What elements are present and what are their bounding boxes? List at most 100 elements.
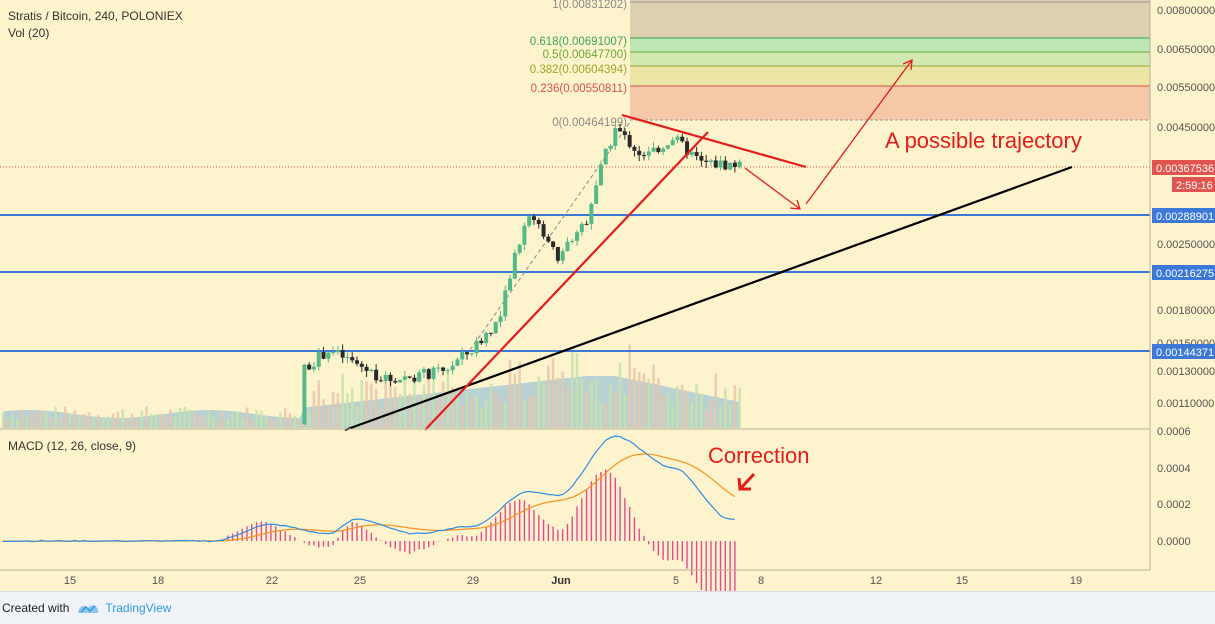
volume-bar bbox=[580, 379, 584, 428]
trend-drawings[interactable]: A possible trajectory bbox=[344, 58, 1082, 432]
candle-body bbox=[560, 251, 565, 261]
candle-body bbox=[665, 145, 670, 149]
candle-body bbox=[536, 219, 541, 225]
volume-bar bbox=[97, 415, 100, 428]
price-axis[interactable]: 0.00800000 0.00650000 0.00550000 0.00450… bbox=[1152, 5, 1215, 548]
volume-bar bbox=[676, 385, 679, 428]
volume-bar bbox=[216, 419, 220, 428]
volume-bar bbox=[126, 418, 129, 428]
volume-bar bbox=[671, 406, 674, 428]
time-tick: 15 bbox=[956, 575, 968, 587]
volume-bar bbox=[20, 411, 24, 428]
volume-bar bbox=[738, 387, 741, 428]
correction-arrow bbox=[737, 472, 756, 491]
volume-bar bbox=[169, 409, 172, 428]
candle-body bbox=[723, 160, 728, 170]
candle-body bbox=[493, 321, 498, 334]
volume-bar bbox=[642, 373, 646, 428]
time-tick: 19 bbox=[1070, 575, 1082, 587]
candle-body bbox=[718, 160, 723, 168]
time-tick: Jun bbox=[551, 575, 571, 587]
volume-bar bbox=[121, 409, 124, 428]
volume-bar bbox=[614, 391, 617, 428]
level-badge-1 bbox=[1152, 208, 1215, 223]
volume-bar bbox=[341, 373, 344, 428]
volume-bar bbox=[647, 378, 651, 428]
candle-body bbox=[374, 369, 379, 381]
volume-bar bbox=[83, 413, 86, 428]
price-tick: 0.00450000 bbox=[1157, 122, 1215, 134]
candle-body bbox=[465, 352, 470, 355]
candle-body bbox=[522, 225, 527, 245]
volume-bar bbox=[355, 406, 359, 428]
volume-bar bbox=[193, 412, 196, 428]
time-tick: 25 bbox=[354, 575, 366, 587]
volume-bar bbox=[164, 416, 167, 428]
volume-bar bbox=[207, 410, 211, 428]
candle-body bbox=[421, 369, 426, 373]
volume-bar bbox=[704, 409, 708, 428]
countdown-badge bbox=[1172, 177, 1215, 192]
time-tick: 5 bbox=[673, 575, 679, 587]
fib-band-0618 bbox=[630, 38, 1150, 52]
candle-body bbox=[417, 372, 422, 382]
volume-bar bbox=[173, 416, 177, 428]
volume-bar bbox=[609, 383, 612, 428]
candle-body bbox=[508, 278, 513, 291]
volume-bar bbox=[551, 358, 555, 428]
fib-label-05: 0.5(0.00647700) bbox=[543, 49, 628, 61]
volume-bar bbox=[680, 384, 684, 428]
candle-body bbox=[603, 148, 608, 165]
level-badge-3-text: 0.00144371 bbox=[1156, 347, 1214, 359]
candle-body bbox=[575, 232, 580, 241]
volume-bar bbox=[106, 416, 110, 428]
volume-bar bbox=[240, 418, 244, 428]
volume-bar bbox=[63, 406, 67, 428]
time-axis[interactable]: 15 18 22 25 29 Jun 5 8 12 15 19 bbox=[64, 575, 1082, 587]
volume-bar bbox=[480, 407, 483, 428]
candle-body bbox=[326, 352, 331, 359]
current-price-badge bbox=[1152, 160, 1215, 175]
volume-bar bbox=[87, 412, 91, 428]
volume-bar bbox=[49, 417, 53, 428]
volume-bar bbox=[255, 410, 258, 428]
tradingview-logo-icon[interactable] bbox=[77, 602, 99, 614]
volume-bar bbox=[116, 411, 120, 428]
candle-body bbox=[388, 374, 393, 381]
correction-annotation: Correction bbox=[708, 443, 809, 468]
volume-bar bbox=[599, 404, 603, 428]
tradingview-link[interactable]: TradingView bbox=[105, 601, 172, 615]
macd-tick: 0.0000 bbox=[1157, 536, 1191, 548]
candle-body bbox=[632, 146, 637, 151]
level-badge-2 bbox=[1152, 265, 1215, 280]
volume-bar bbox=[236, 411, 239, 428]
volume-bar bbox=[30, 410, 34, 428]
candle-body bbox=[551, 241, 556, 247]
volume-bar bbox=[652, 364, 655, 428]
arrow-up-line bbox=[805, 59, 913, 205]
candle-body bbox=[402, 376, 407, 380]
volume-bar bbox=[570, 347, 574, 428]
volume-bar bbox=[6, 418, 10, 428]
trajectory-annotation: A possible trajectory bbox=[885, 128, 1082, 153]
fib-band-0236 bbox=[630, 86, 1150, 120]
volume-bar bbox=[269, 417, 273, 428]
time-tick: 18 bbox=[152, 575, 164, 587]
volume-bar bbox=[475, 396, 478, 428]
volume-bar bbox=[685, 390, 689, 428]
volume-series bbox=[1, 344, 741, 428]
arrow-down-line bbox=[744, 167, 801, 210]
candle-body bbox=[570, 240, 575, 242]
fib-label-0618: 0.618(0.00691007) bbox=[530, 36, 627, 48]
volume-bar bbox=[513, 373, 517, 428]
volume-bar bbox=[331, 392, 335, 428]
volume-bar bbox=[130, 413, 134, 428]
fibonacci-retracement[interactable]: 1(0.00831202) 0.618(0.00691007) 0.5(0.00… bbox=[530, 0, 1150, 129]
support-levels[interactable] bbox=[0, 214, 1150, 352]
candle-body bbox=[555, 246, 560, 261]
candle-body bbox=[431, 367, 436, 379]
volume-bar bbox=[700, 394, 703, 428]
volume-bar bbox=[585, 392, 588, 428]
candle-body bbox=[670, 140, 675, 146]
